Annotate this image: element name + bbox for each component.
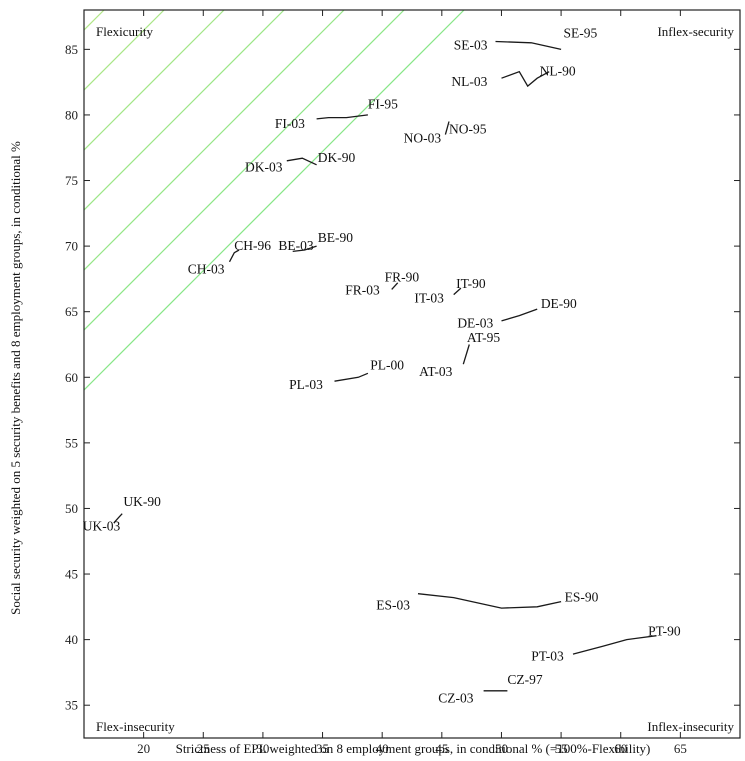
x-axis-ticks: 20 25 30 35 40 45 50 55 60 65 (137, 10, 687, 756)
point-label: PT-90 (648, 624, 681, 639)
y-tick-label: 40 (65, 632, 78, 647)
point-label: NO-03 (404, 130, 442, 145)
point-label: ES-90 (565, 590, 599, 605)
point-label: BE-03 (278, 238, 313, 253)
x-tick-label: 50 (495, 741, 508, 756)
y-tick-label: 85 (65, 42, 78, 57)
series-line-fr (391, 282, 399, 290)
x-tick-label: 25 (197, 741, 210, 756)
point-label: DK-03 (245, 159, 283, 174)
point-label: UK-03 (83, 519, 121, 534)
series-line-it (453, 287, 462, 296)
quadrant-label-top-left: Flexicurity (96, 24, 154, 39)
y-axis-ticks: 35 40 45 50 55 60 65 70 75 80 85 (65, 42, 740, 713)
point-label: AT-03 (419, 364, 453, 379)
point-label: DK-90 (318, 150, 356, 165)
iso-line (84, 10, 165, 91)
y-tick-label: 55 (65, 435, 78, 450)
point-label: NO-95 (449, 121, 487, 136)
x-tick-label: 65 (674, 741, 687, 756)
x-tick-label: 35 (316, 741, 329, 756)
series-group (113, 40, 657, 692)
y-tick-label: 45 (65, 567, 78, 582)
point-label: ES-03 (376, 597, 410, 612)
point-label: DE-90 (541, 296, 577, 311)
iso-line (84, 10, 225, 151)
series-line-dk (286, 157, 317, 166)
point-label: SE-95 (563, 26, 597, 41)
point-label: CZ-03 (438, 691, 473, 706)
series-line-at (462, 344, 470, 365)
point-labels: SE-03 SE-95 NL-03 NL-90 FI-03 FI-95 NO-03 NO-95… (83, 26, 681, 706)
x-tick-label: 30 (256, 741, 269, 756)
series-line-be (292, 245, 317, 253)
y-tick-label: 75 (65, 173, 78, 188)
x-tick-label: 40 (376, 741, 389, 756)
point-label: NL-90 (540, 64, 576, 79)
point-label: AT-95 (467, 330, 501, 345)
y-tick-label: 70 (65, 239, 78, 254)
x-tick-label: 55 (555, 741, 568, 756)
point-label: BE-90 (318, 230, 353, 245)
point-label: FI-03 (275, 116, 305, 131)
point-label: SE-03 (454, 37, 488, 52)
series-line-pt (572, 635, 657, 655)
point-label: IT-03 (414, 291, 444, 306)
iso-line (0, 0, 745, 310)
point-label: CH-03 (188, 262, 225, 277)
quadrant-label-top-right: Inflex-security (657, 24, 734, 39)
series-line-se (495, 40, 562, 51)
y-tick-label: 80 (65, 107, 78, 122)
point-label: IT-90 (456, 276, 486, 291)
point-label: CH-96 (234, 238, 271, 253)
quadrant-label-bottom-left: Flex-insecurity (96, 719, 175, 734)
x-tick-label: 45 (435, 741, 448, 756)
y-axis-title: Social security weighted on 5 security b… (8, 141, 23, 615)
y-tick-label: 50 (65, 501, 78, 516)
point-label: PT-03 (531, 649, 564, 664)
point-label: PL-00 (370, 357, 404, 372)
point-label: FR-03 (345, 283, 380, 298)
x-axis-title: Strictness of EPL weighted on 8 employme… (176, 741, 651, 756)
series-line-nl (501, 70, 550, 88)
y-tick-label: 65 (65, 304, 78, 319)
quadrant-label-bottom-right: Inflex-insecurity (647, 719, 734, 734)
iso-line (0, 0, 745, 10)
iso-line (0, 0, 745, 370)
point-label: DE-03 (457, 315, 493, 330)
y-tick-label: 60 (65, 370, 78, 385)
x-tick-label: 60 (614, 741, 627, 756)
series-line-de (501, 308, 538, 322)
series-line-fi (316, 114, 368, 120)
series-line-ch (228, 249, 240, 263)
point-label: PL-03 (289, 377, 323, 392)
series-line-no (444, 121, 450, 135)
series-line-pl (334, 372, 369, 382)
point-label: CZ-97 (507, 672, 542, 687)
point-label: NL-03 (451, 74, 487, 89)
x-tick-label: 20 (137, 741, 150, 756)
series-line-uk (113, 513, 123, 524)
plot-frame (83, 9, 741, 739)
series-line-es (417, 593, 562, 609)
y-tick-label: 35 (65, 698, 78, 713)
point-label: UK-90 (123, 494, 161, 509)
point-label: FR-90 (385, 270, 420, 285)
point-label: FI-95 (368, 96, 398, 111)
